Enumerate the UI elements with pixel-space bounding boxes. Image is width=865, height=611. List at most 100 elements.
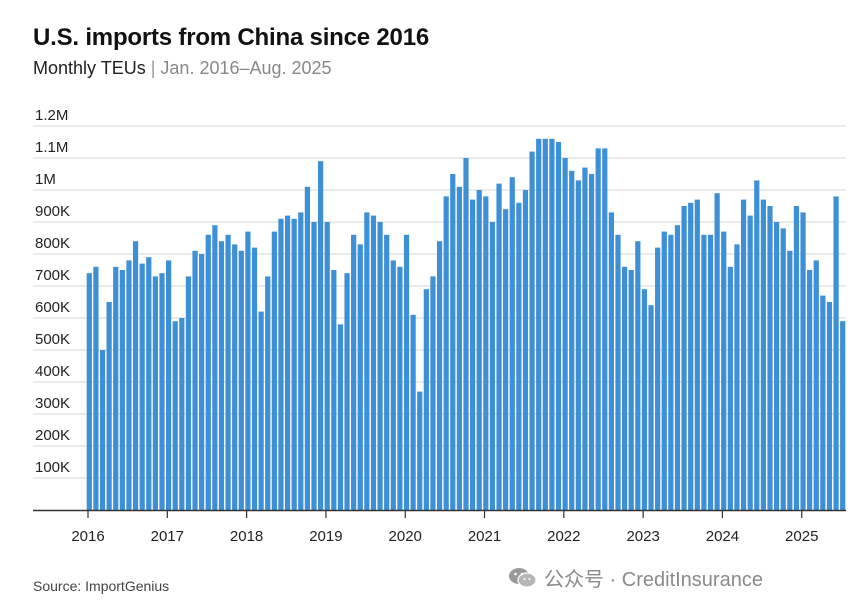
bar xyxy=(146,257,152,510)
y-tick-label: 900K xyxy=(35,203,70,220)
chart-title: U.S. imports from China since 2016 xyxy=(33,24,429,51)
y-tick-label: 300K xyxy=(35,395,70,412)
bar xyxy=(780,228,786,510)
bar xyxy=(212,225,218,510)
bar xyxy=(113,266,119,510)
bar xyxy=(351,234,357,511)
bar xyxy=(126,260,132,510)
bar xyxy=(674,225,681,510)
bar xyxy=(456,186,462,511)
bar xyxy=(324,222,330,510)
bar xyxy=(740,199,747,510)
bar xyxy=(192,250,198,511)
bar-series xyxy=(86,138,846,511)
y-tick-label: 500K xyxy=(35,331,70,348)
bar xyxy=(826,302,833,510)
y-tick-label: 800K xyxy=(35,235,70,252)
bar xyxy=(245,231,251,510)
x-tick-label: 2016 xyxy=(71,528,104,545)
bar xyxy=(608,212,614,510)
bar xyxy=(760,199,766,510)
bar xyxy=(555,142,562,510)
bar xyxy=(205,234,211,511)
subtitle-separator: | xyxy=(150,58,156,78)
bar xyxy=(132,241,139,510)
bar xyxy=(489,222,496,510)
bar xyxy=(436,241,443,510)
bar xyxy=(688,202,694,511)
bar xyxy=(833,196,839,510)
bar xyxy=(390,260,396,510)
x-tick-label: 2017 xyxy=(151,528,184,545)
bar xyxy=(357,244,363,510)
y-tick-label: 400K xyxy=(35,363,70,380)
bar xyxy=(344,273,350,510)
bar xyxy=(384,234,390,511)
bar xyxy=(641,289,648,510)
bar xyxy=(278,218,284,511)
bar xyxy=(238,250,244,511)
bar xyxy=(536,138,542,511)
bar xyxy=(820,295,826,510)
bar xyxy=(774,222,780,510)
bar xyxy=(377,222,383,510)
bar xyxy=(258,311,264,510)
bar xyxy=(397,266,403,510)
bar xyxy=(615,234,621,511)
x-tick-label: 2020 xyxy=(389,528,422,545)
bar xyxy=(218,241,225,510)
x-axis: 2016 2017 2018 2019 2020 2021 2022 2023 2024 2025 xyxy=(33,509,846,545)
bar xyxy=(562,158,568,510)
x-tick-label: 2019 xyxy=(309,528,342,545)
bar xyxy=(450,174,456,510)
bar xyxy=(476,190,482,510)
bar xyxy=(516,202,522,511)
x-tick-label: 2021 xyxy=(468,528,501,545)
bar xyxy=(119,270,125,510)
bar xyxy=(423,289,429,510)
bar xyxy=(93,266,99,510)
bar xyxy=(727,266,733,510)
bar xyxy=(166,260,172,510)
bar xyxy=(668,234,674,511)
bar xyxy=(813,260,819,510)
y-tick-label: 100K xyxy=(35,459,70,476)
x-tick-label: 2023 xyxy=(626,528,659,545)
bar xyxy=(661,231,667,510)
bar xyxy=(410,314,416,510)
x-tick-label: 2018 xyxy=(230,528,263,545)
bar xyxy=(152,276,158,510)
bar xyxy=(509,177,515,510)
bar xyxy=(503,209,509,510)
bar xyxy=(199,254,205,510)
bar xyxy=(496,183,502,510)
bar xyxy=(318,161,324,510)
x-tick-label: 2024 xyxy=(706,528,739,545)
bar xyxy=(483,196,489,510)
bar xyxy=(681,206,687,510)
y-tick-label: 200K xyxy=(35,427,70,444)
bar xyxy=(172,321,178,510)
bar xyxy=(549,138,555,511)
bar xyxy=(159,273,165,510)
bar xyxy=(298,212,304,510)
bar xyxy=(364,212,370,510)
bar xyxy=(291,218,297,511)
chart-subtitle: Monthly TEUs | Jan. 2016–Aug. 2025 xyxy=(33,58,332,79)
bar xyxy=(284,215,291,510)
bar xyxy=(251,247,258,510)
watermark-text: 公众号 · CreditInsurance xyxy=(544,569,763,591)
y-tick-label: 1.2M xyxy=(35,107,68,124)
bar xyxy=(747,215,753,510)
bar xyxy=(840,321,846,510)
bar xyxy=(602,148,608,510)
bar xyxy=(99,350,106,510)
bar xyxy=(185,276,192,510)
y-tick-label: 700K xyxy=(35,267,70,284)
bar xyxy=(139,263,145,510)
bar xyxy=(648,305,654,510)
bar xyxy=(232,244,238,510)
bar xyxy=(628,270,634,510)
bar xyxy=(370,215,377,510)
